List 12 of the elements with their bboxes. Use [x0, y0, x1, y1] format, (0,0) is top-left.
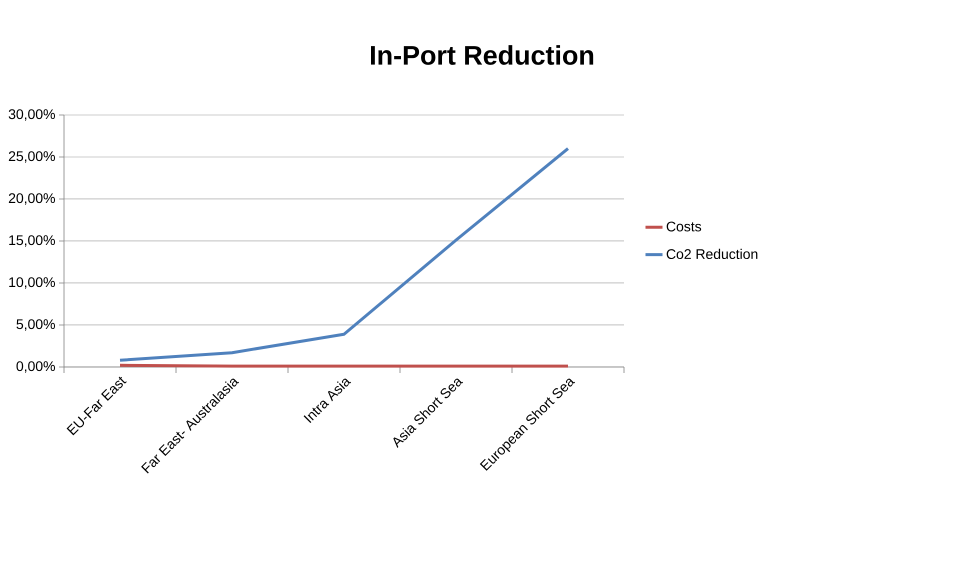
legend-label: Co2 Reduction [666, 248, 758, 260]
legend-label: Costs [666, 222, 702, 232]
y-tick-label: 15,00% [9, 235, 55, 247]
line-series [118, 147, 570, 362]
y-tick-label: 0,00% [16, 361, 55, 373]
y-tick-label: 20,00% [8, 193, 55, 205]
y-tick-label: 10,00% [9, 277, 55, 289]
x-tick-label: Intra Asia [304, 378, 352, 423]
y-tick-label: 30,00% [8, 109, 55, 121]
y-tick-label: 25,00% [8, 151, 55, 163]
y-tick-label: 5,00% [16, 319, 55, 331]
chart-title: In-Port Reduction [370, 45, 594, 65]
